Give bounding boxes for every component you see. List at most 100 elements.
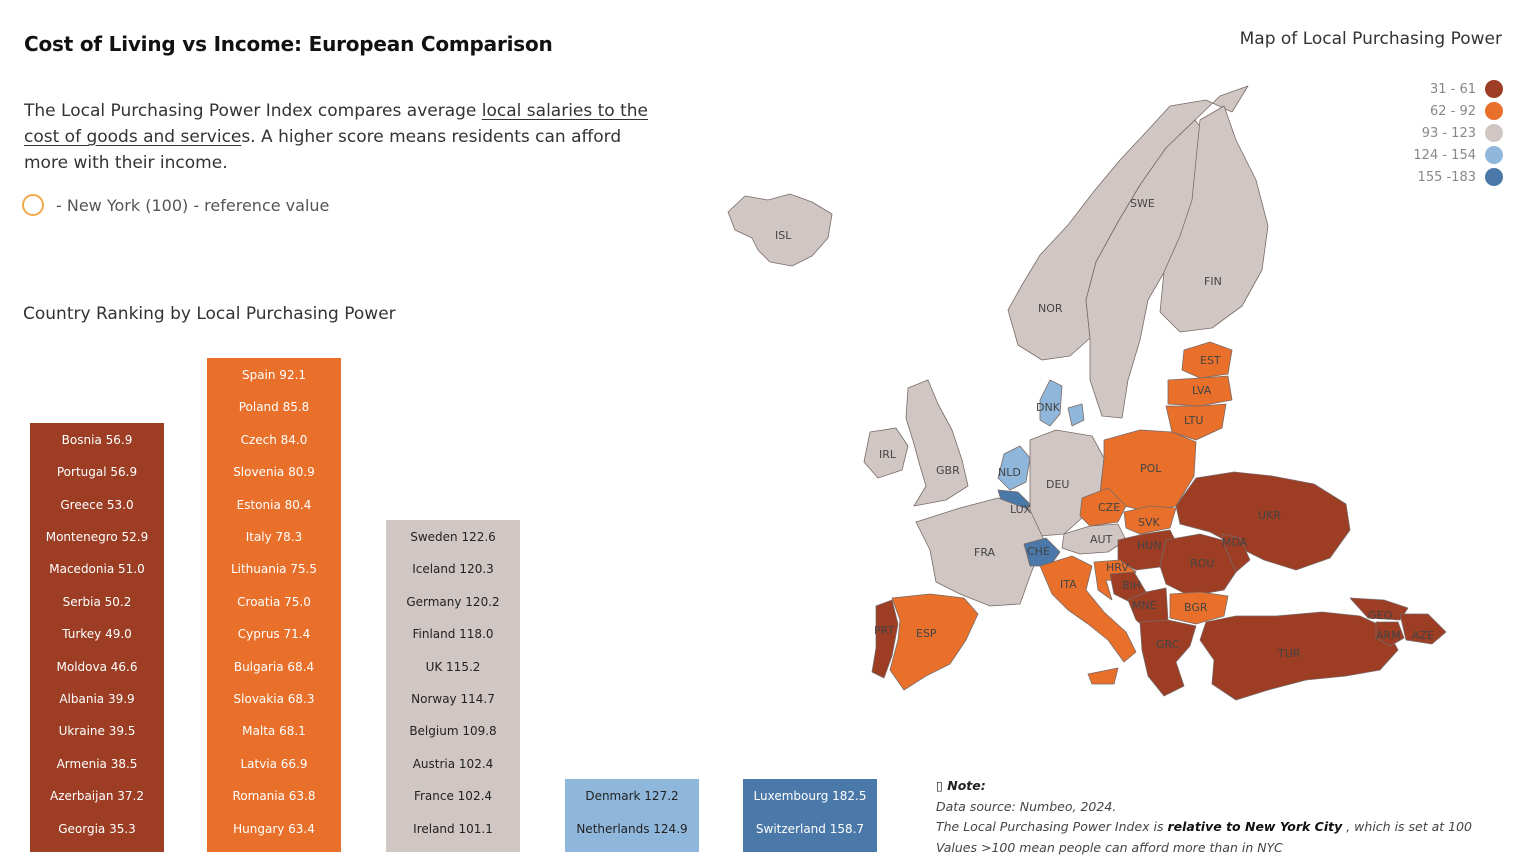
ranking-cell[interactable]: Czech 84.0 bbox=[240, 432, 308, 447]
ranking-column-93-123: Sweden 122.6 Iceland 120.3 Germany 120.2 Fi… bbox=[386, 520, 520, 852]
legend-swatch bbox=[1485, 168, 1503, 186]
map-region-bgr[interactable] bbox=[1169, 591, 1229, 625]
map-region-gbr[interactable] bbox=[905, 379, 969, 507]
ranking-cell[interactable]: Luxembourg 182.5 bbox=[753, 789, 867, 804]
ranking-cell[interactable]: Armenia 38.5 bbox=[56, 756, 138, 771]
map-region-irl[interactable] bbox=[863, 427, 909, 479]
map-region-fra[interactable] bbox=[915, 497, 1045, 607]
reference-label: - New York (100) - reference value bbox=[56, 195, 330, 215]
map-region-grc[interactable] bbox=[1139, 619, 1197, 697]
legend-item[interactable]: 93 - 123 bbox=[1413, 122, 1503, 144]
ranking-cell[interactable]: Poland 85.8 bbox=[238, 400, 310, 415]
map-region-lva[interactable] bbox=[1167, 375, 1233, 407]
map-region-che[interactable] bbox=[1023, 537, 1061, 567]
map-label-lux: LUX bbox=[1010, 503, 1032, 516]
ranking-cell[interactable]: Latvia 66.9 bbox=[240, 756, 308, 771]
ranking-cell[interactable]: Moldova 46.6 bbox=[56, 659, 138, 674]
map-region-arm[interactable] bbox=[1375, 621, 1405, 647]
ranking-cell[interactable]: Slovakia 68.3 bbox=[233, 692, 315, 706]
map-legend: 31 - 61 62 - 92 93 - 123 124 - 154 155 -… bbox=[1413, 78, 1503, 188]
ranking-cell[interactable]: Albania 39.9 bbox=[59, 691, 135, 706]
map-region-tur[interactable] bbox=[1199, 611, 1399, 701]
map-label-grc: GRC bbox=[1156, 638, 1180, 651]
map-region-svk[interactable] bbox=[1123, 505, 1177, 535]
ranking-cell[interactable]: Bosnia 56.9 bbox=[61, 432, 133, 447]
ranking-cell[interactable]: Lithuania 75.5 bbox=[230, 562, 318, 577]
map-label-fin: FIN bbox=[1204, 275, 1222, 288]
map-region-est[interactable] bbox=[1181, 341, 1233, 379]
europe-map[interactable]: ISL SWE FIN NOR EST LVA LTU DNK IRL GBR … bbox=[650, 60, 1470, 720]
ranking-cell[interactable]: Iceland 120.3 bbox=[412, 562, 494, 577]
ranking-cell[interactable]: Netherlands 124.9 bbox=[576, 821, 688, 836]
ranking-cell[interactable]: Serbia 50.2 bbox=[62, 594, 132, 609]
map-label-svk: SVK bbox=[1138, 516, 1161, 529]
map-region-rou[interactable] bbox=[1159, 533, 1237, 597]
map-region-dnk[interactable] bbox=[1039, 379, 1085, 427]
legend-item[interactable]: 124 - 154 bbox=[1413, 144, 1503, 166]
map-region-ukr[interactable] bbox=[1175, 471, 1351, 571]
map-label-mne: MNE bbox=[1132, 599, 1157, 612]
ranking-cell[interactable]: Estonia 80.4 bbox=[236, 497, 312, 512]
ranking-column-155-183: Luxembourg 182.5 Switzerland 158.7 bbox=[743, 779, 877, 852]
ranking-cell[interactable]: Turkey 49.0 bbox=[62, 627, 132, 642]
ranking-cell[interactable]: Spain 92.1 bbox=[241, 368, 307, 382]
map-region-cze[interactable] bbox=[1079, 487, 1127, 527]
map-label-swe: SWE bbox=[1130, 197, 1155, 210]
ranking-title: Country Ranking by Local Purchasing Powe… bbox=[23, 304, 396, 324]
ranking-cell[interactable]: Belgium 109.8 bbox=[409, 724, 497, 739]
ranking-cell[interactable]: Slovenia 80.9 bbox=[233, 465, 315, 480]
ranking-cell[interactable]: Sweden 122.6 bbox=[410, 530, 496, 544]
ranking-cell[interactable]: Italy 78.3 bbox=[245, 530, 303, 544]
ranking-cell[interactable]: Austria 102.4 bbox=[412, 756, 494, 771]
ranking-cell[interactable]: Switzerland 158.7 bbox=[755, 821, 865, 836]
ranking-cell[interactable]: Hungary 63.4 bbox=[233, 821, 315, 836]
intro-link[interactable]: local salaries to the cost of goods and … bbox=[24, 101, 649, 147]
map-label-ita: ITA bbox=[1060, 578, 1077, 591]
ranking-cell[interactable]: Azerbaijan 37.2 bbox=[50, 789, 144, 804]
ranking-cell[interactable]: Ukraine 39.5 bbox=[58, 724, 136, 739]
map-region-ita[interactable] bbox=[1039, 555, 1137, 685]
map-label-bih: BIH bbox=[1122, 579, 1141, 592]
map-region-aze[interactable] bbox=[1399, 613, 1447, 645]
ranking-cell[interactable]: Macedonia 51.0 bbox=[49, 562, 145, 577]
map-region-nld[interactable] bbox=[997, 445, 1031, 491]
map-label-che: CHE bbox=[1027, 545, 1050, 558]
legend-item[interactable]: 155 -183 bbox=[1413, 166, 1503, 188]
ranking-cell[interactable]: Ireland 101.1 bbox=[413, 821, 493, 836]
ranking-cell[interactable]: Germany 120.2 bbox=[406, 594, 500, 609]
map-region-isl[interactable] bbox=[727, 193, 833, 267]
map-region-esp[interactable] bbox=[889, 593, 979, 691]
map-label-lva: LVA bbox=[1192, 384, 1212, 397]
ranking-column-124-154: Denmark 127.2 Netherlands 124.9 bbox=[565, 779, 699, 852]
map-region-fin[interactable] bbox=[1159, 105, 1269, 333]
ranking-cell[interactable]: Finland 118.0 bbox=[412, 627, 494, 642]
ranking-cell[interactable]: Montenegro 52.9 bbox=[45, 529, 149, 544]
ranking-cell[interactable]: France 102.4 bbox=[413, 789, 493, 804]
ranking-cell[interactable]: Croatia 75.0 bbox=[237, 594, 311, 609]
legend-swatch bbox=[1485, 146, 1503, 164]
map-region-aut[interactable] bbox=[1061, 523, 1127, 555]
legend-item[interactable]: 62 - 92 bbox=[1413, 100, 1503, 122]
map-label-bgr: BGR bbox=[1184, 601, 1208, 614]
map-label-ltu: LTU bbox=[1184, 414, 1203, 427]
ranking-cell[interactable]: Cyprus 71.4 bbox=[237, 627, 311, 642]
ranking-cell[interactable]: Malta 68.1 bbox=[242, 724, 306, 739]
map-label-pol: POL bbox=[1140, 462, 1162, 475]
ranking-cell[interactable]: Portugal 56.9 bbox=[56, 465, 138, 480]
ranking-cell[interactable]: Georgia 35.3 bbox=[58, 821, 136, 836]
ranking-cell[interactable]: Romania 63.8 bbox=[232, 789, 316, 804]
ranking-cell[interactable]: Norway 114.7 bbox=[411, 692, 495, 706]
map-label-fra: FRA bbox=[974, 546, 996, 559]
ranking-cell[interactable]: Bulgaria 68.4 bbox=[233, 659, 315, 674]
intro-part-1: The Local Purchasing Power Index compare… bbox=[24, 101, 482, 121]
note-line-2: The Local Purchasing Power Index is rela… bbox=[936, 819, 1473, 834]
ranking-cell[interactable]: Denmark 127.2 bbox=[585, 789, 679, 804]
map-label-tur: TUR bbox=[1277, 647, 1301, 660]
ranking-cell[interactable]: Greece 53.0 bbox=[60, 497, 134, 512]
intro-text: The Local Purchasing Power Index compare… bbox=[24, 98, 664, 176]
legend-item[interactable]: 31 - 61 bbox=[1413, 78, 1503, 100]
map-label-aze: AZE bbox=[1412, 629, 1434, 642]
ranking-cell[interactable]: UK 115.2 bbox=[425, 659, 481, 674]
map-label-cze: CZE bbox=[1098, 501, 1120, 514]
map-region-prt[interactable] bbox=[871, 599, 899, 679]
